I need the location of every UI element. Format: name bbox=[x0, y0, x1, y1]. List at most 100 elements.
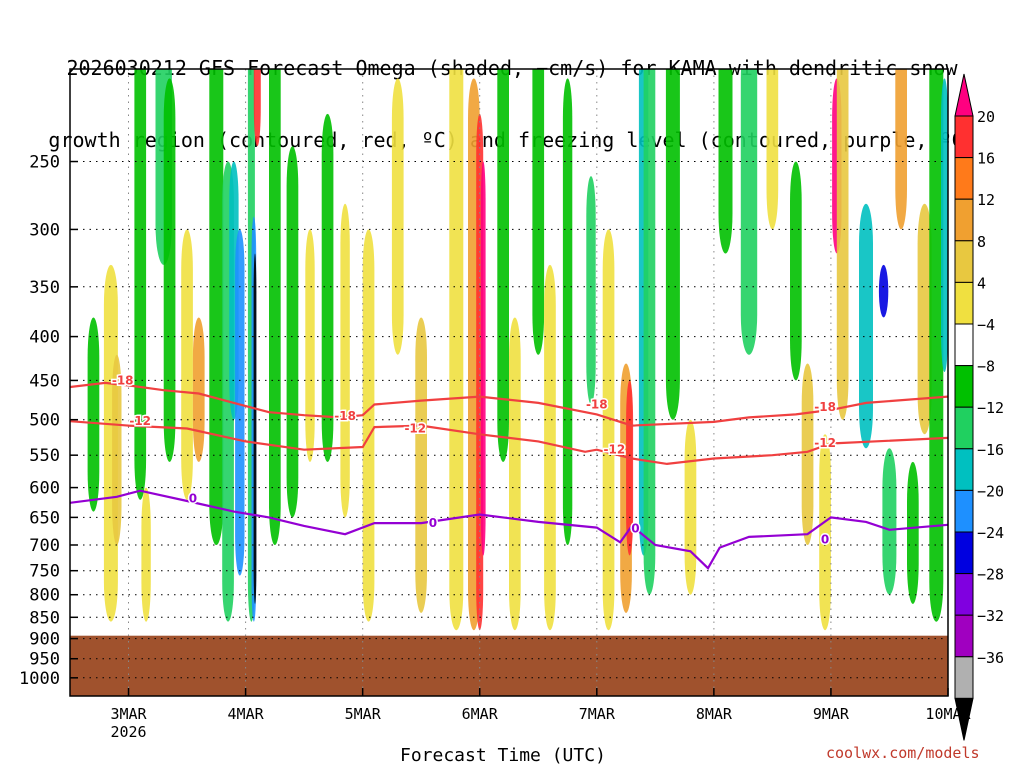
y-tick-label-500: 500 bbox=[29, 411, 60, 431]
colorbar-label-10: −24 bbox=[977, 524, 1004, 542]
colorbar-label-8: −16 bbox=[977, 441, 1004, 459]
omega-cell-39 bbox=[643, 69, 656, 595]
colorbar-label-12: −32 bbox=[977, 607, 1004, 625]
contour-minus12 bbox=[70, 420, 948, 466]
omega-cell-50 bbox=[859, 203, 873, 449]
contour-label-2-1: 0 bbox=[429, 516, 437, 530]
colorbar-swatch-12 bbox=[954, 573, 974, 616]
contour-label-2-3: 0 bbox=[821, 533, 829, 547]
x-axis-title: Forecast Time (UTC) bbox=[400, 745, 606, 766]
contour-0 bbox=[70, 489, 948, 570]
colorbar-swatch-9 bbox=[954, 448, 974, 491]
contour-label-0-3: -18 bbox=[814, 400, 836, 414]
colorbar-swatch-8 bbox=[954, 406, 974, 450]
omega-cell-54 bbox=[907, 461, 919, 604]
omega-cell-57 bbox=[941, 78, 948, 373]
omega-cell-43 bbox=[740, 69, 758, 355]
omega-cell-4 bbox=[141, 487, 151, 622]
x-tick-label-5: 5MAR bbox=[345, 705, 382, 723]
y-tick-label-250: 250 bbox=[29, 153, 60, 173]
omega-cell-51 bbox=[878, 264, 889, 318]
colorbar-swatch-14 bbox=[954, 656, 974, 699]
x-tick-label-4: 4MAR bbox=[228, 705, 265, 723]
colorbar-label-7: −12 bbox=[977, 399, 1004, 417]
omega-cell-29 bbox=[497, 69, 509, 462]
contour-lines: -18 -18 -18 -18 -12 -12 -12 -12 0 0 0 0 bbox=[70, 372, 948, 570]
omega-cell-3 bbox=[134, 69, 147, 500]
colorbar-bottom-arrow bbox=[954, 697, 974, 741]
contour-label-2-0: 0 bbox=[189, 492, 197, 506]
omega-cell-34 bbox=[586, 176, 596, 405]
omega-cell-40 bbox=[665, 69, 680, 420]
colorbar-top-arrow bbox=[954, 73, 974, 117]
x-tick-label-6: 6MAR bbox=[462, 705, 499, 723]
omega-cell-23 bbox=[391, 78, 404, 355]
y-tick-label-450: 450 bbox=[29, 371, 60, 391]
omega-cell-55 bbox=[917, 203, 932, 435]
omega-cell-33 bbox=[562, 78, 573, 546]
y-tick-label-350: 350 bbox=[29, 278, 60, 298]
omega-cell-31 bbox=[532, 69, 545, 355]
omega-cell-21 bbox=[340, 203, 350, 518]
omega-cell-53 bbox=[895, 69, 907, 230]
terrain-fill bbox=[70, 635, 948, 696]
colorbar-swatch-6 bbox=[954, 323, 974, 367]
omega-cell-0 bbox=[87, 317, 100, 512]
contour-label-1-3: -12 bbox=[814, 436, 836, 450]
omega-cell-19 bbox=[305, 229, 315, 462]
omega-cell-32 bbox=[544, 264, 556, 631]
y-tick-label-700: 700 bbox=[29, 536, 60, 556]
contour-minus18 bbox=[70, 381, 948, 427]
omega-cell-25 bbox=[449, 69, 464, 631]
x-tick-label-3: 3MAR bbox=[110, 705, 147, 723]
y-tick-label-300: 300 bbox=[29, 220, 60, 240]
x-tick-sublabel-3: 2026 bbox=[110, 723, 146, 741]
omega-cell-44 bbox=[766, 69, 779, 230]
omega-cell-35 bbox=[602, 229, 615, 631]
plot-frame bbox=[69, 68, 949, 697]
y-tick-label-550: 550 bbox=[29, 446, 60, 466]
y-tick-label-800: 800 bbox=[29, 586, 60, 606]
omega-cell-30 bbox=[509, 317, 521, 631]
colorbar-swatch-10 bbox=[954, 489, 974, 533]
y-tick-label-400: 400 bbox=[29, 328, 60, 348]
colorbar-label-9: −20 bbox=[977, 482, 1004, 500]
omega-cell-41 bbox=[684, 419, 697, 595]
y-tick-label-600: 600 bbox=[29, 479, 60, 499]
colorbar: 20 16 12 8 4 −4 −8 −12 −16 −20 −24 −28 −32 −36 bbox=[954, 73, 1004, 741]
colorbar-swatch-4 bbox=[954, 240, 974, 283]
colorbar-label-6: −8 bbox=[977, 358, 995, 376]
x-tick-label-9: 9MAR bbox=[813, 705, 850, 723]
colorbar-label-3: 8 bbox=[977, 233, 986, 251]
omega-cell-17 bbox=[269, 69, 281, 545]
omega-cell-18 bbox=[286, 146, 299, 518]
x-tick-label-7: 7MAR bbox=[579, 705, 616, 723]
colorbar-label-11: −28 bbox=[977, 566, 1004, 584]
omega-cell-45 bbox=[790, 161, 802, 381]
colorbar-swatch-1 bbox=[954, 115, 974, 159]
omega-cell-8 bbox=[192, 317, 205, 462]
omega-cell-47 bbox=[819, 434, 831, 631]
colorbar-label-13: −36 bbox=[977, 649, 1004, 667]
omega-cell-7 bbox=[181, 229, 193, 500]
omega-cell-6 bbox=[163, 78, 176, 462]
y-tick-label-900: 900 bbox=[29, 630, 60, 650]
contour-label-1-2: -12 bbox=[604, 443, 626, 457]
credit-link[interactable]: coolwx.com/models bbox=[826, 744, 980, 762]
contour-label-0-2: -18 bbox=[586, 398, 608, 412]
contour-label-1-1: -12 bbox=[404, 422, 426, 436]
omega-cell-42 bbox=[718, 69, 733, 254]
colorbar-swatch-3 bbox=[954, 198, 974, 242]
colorbar-swatch-2 bbox=[954, 157, 974, 200]
y-tick-label-750: 750 bbox=[29, 562, 60, 582]
contour-label-1-0: -12 bbox=[129, 414, 151, 428]
omega-cell-9 bbox=[209, 69, 224, 545]
contour-label-0-0: -18 bbox=[112, 373, 134, 387]
omega-cell-12 bbox=[235, 229, 245, 576]
omega-shading bbox=[87, 69, 948, 631]
omega-cell-20 bbox=[321, 113, 334, 462]
colorbar-label-5: −4 bbox=[977, 316, 995, 334]
omega-cell-52 bbox=[882, 448, 897, 595]
y-tick-label-850: 850 bbox=[29, 608, 60, 628]
